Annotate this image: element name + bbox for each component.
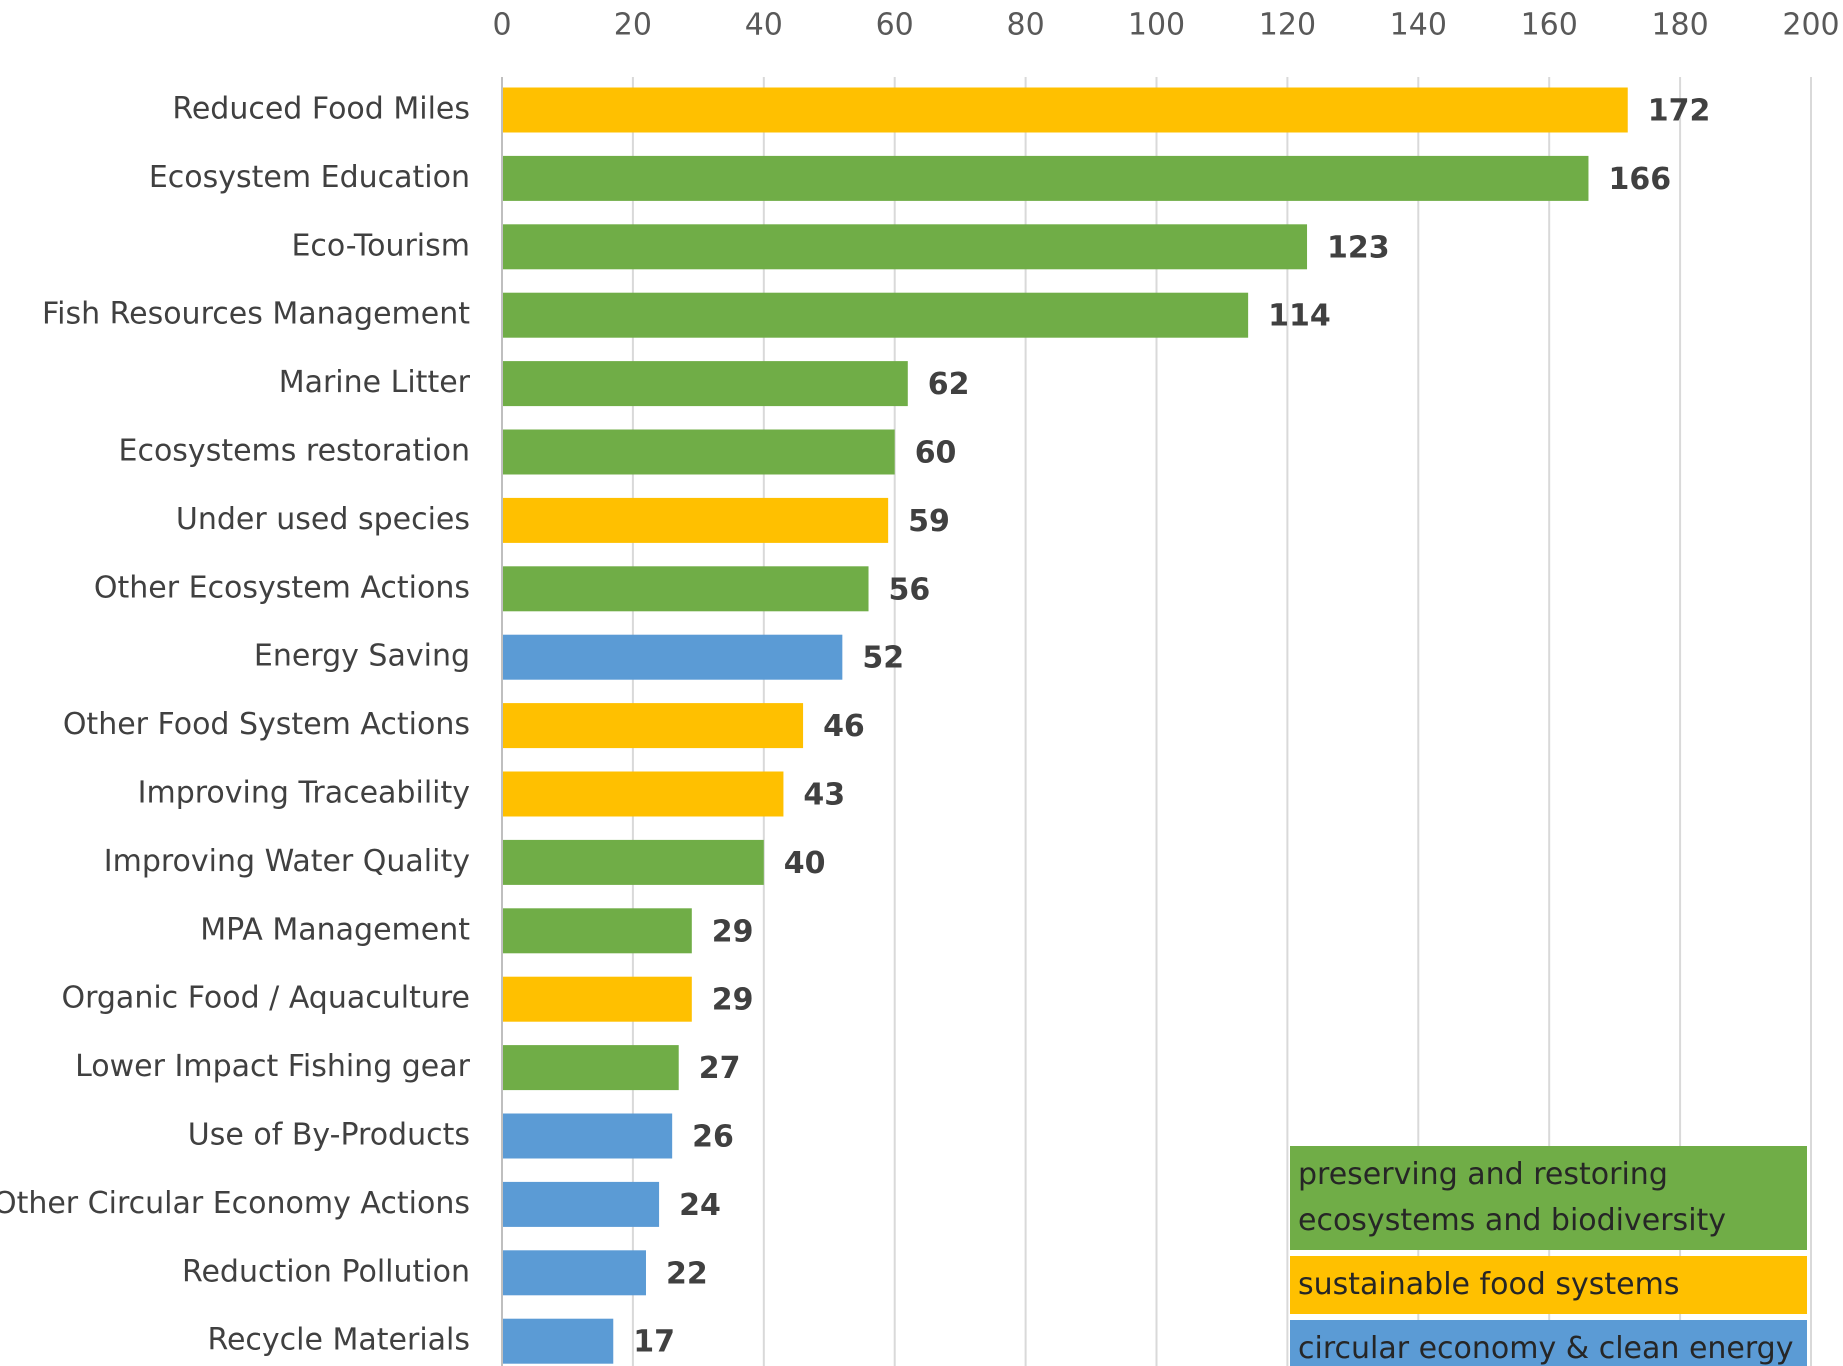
bar: [502, 1318, 614, 1364]
y-tick-label: Ecosystems restoration: [119, 434, 471, 469]
data-label: 24: [679, 1188, 721, 1223]
data-label: 46: [823, 709, 865, 744]
bar: [502, 908, 692, 954]
data-label: 62: [928, 367, 970, 402]
legend: preserving and restoring ecosystems and …: [1290, 1146, 1807, 1366]
y-tick-label: Recycle Materials: [207, 1323, 470, 1358]
x-tick-label: 120: [1259, 8, 1316, 43]
y-tick-label: Fish Resources Management: [42, 297, 470, 332]
bar: [502, 87, 1628, 133]
x-tick-label: 100: [1128, 8, 1185, 43]
bar: [502, 292, 1249, 338]
data-label: 29: [712, 914, 754, 949]
y-tick-label: MPA Management: [200, 912, 470, 947]
bar: [502, 1250, 646, 1296]
bar: [502, 361, 908, 407]
x-tick-label: 0: [492, 8, 511, 43]
data-label: 17: [633, 1325, 675, 1360]
y-tick-label: Improving Water Quality: [104, 844, 470, 879]
data-label: 52: [862, 641, 904, 676]
data-label: 26: [692, 1120, 734, 1155]
y-tick-label: Under used species: [176, 502, 470, 537]
y-tick-label: Reduced Food Miles: [172, 92, 470, 127]
data-label: 166: [1608, 162, 1671, 197]
x-tick-label: 60: [876, 8, 914, 43]
y-tick-label: Other Food System Actions: [63, 707, 470, 742]
data-label: 114: [1268, 299, 1331, 334]
bar: [502, 224, 1308, 270]
y-tick-label: Organic Food / Aquaculture: [61, 981, 470, 1016]
y-tick-label: Other Circular Economy Actions: [0, 1186, 470, 1221]
bar: [502, 976, 692, 1022]
y-tick-label: Reduction Pollution: [182, 1254, 470, 1289]
data-label: 29: [712, 983, 754, 1018]
x-tick-label: 40: [745, 8, 783, 43]
data-label: 60: [915, 436, 957, 471]
y-tick-label: Marine Litter: [279, 365, 471, 400]
x-tick-label: 80: [1007, 8, 1045, 43]
data-label: 27: [699, 1051, 741, 1086]
x-tick-label: 20: [614, 8, 652, 43]
data-label: 172: [1648, 94, 1711, 129]
legend-entry: circular economy & clean energy: [1290, 1320, 1807, 1366]
data-label: 43: [803, 778, 845, 813]
y-tick-label: Use of By-Products: [188, 1118, 470, 1153]
legend-entry: preserving and restoring ecosystems and …: [1290, 1146, 1807, 1250]
bar: [502, 497, 889, 543]
bar: [502, 1045, 679, 1091]
y-tick-label: Improving Traceability: [138, 776, 470, 811]
data-label: 56: [889, 572, 931, 607]
data-label: 59: [908, 504, 950, 539]
x-tick-label: 140: [1390, 8, 1447, 43]
bar: [502, 1181, 660, 1227]
x-tick-label: 180: [1651, 8, 1708, 43]
bar: [502, 1113, 673, 1159]
x-tick-label: 160: [1521, 8, 1578, 43]
bar: [502, 634, 843, 680]
data-label: 123: [1327, 230, 1390, 265]
bar: [502, 771, 784, 817]
bar: [502, 429, 895, 475]
bar: [502, 703, 804, 749]
bar: [502, 155, 1589, 201]
data-label: 22: [666, 1256, 708, 1291]
y-tick-label: Lower Impact Fishing gear: [75, 1049, 471, 1084]
y-tick-label: Ecosystem Education: [149, 160, 470, 195]
data-label: 40: [784, 846, 826, 881]
y-tick-label: Eco-Tourism: [291, 228, 470, 263]
bar: [502, 566, 869, 612]
y-tick-label: Other Ecosystem Actions: [94, 570, 470, 605]
x-tick-label: 200: [1782, 8, 1839, 43]
legend-entry: sustainable food systems: [1290, 1256, 1807, 1314]
y-tick-label: Energy Saving: [254, 639, 470, 674]
bar: [502, 839, 764, 885]
